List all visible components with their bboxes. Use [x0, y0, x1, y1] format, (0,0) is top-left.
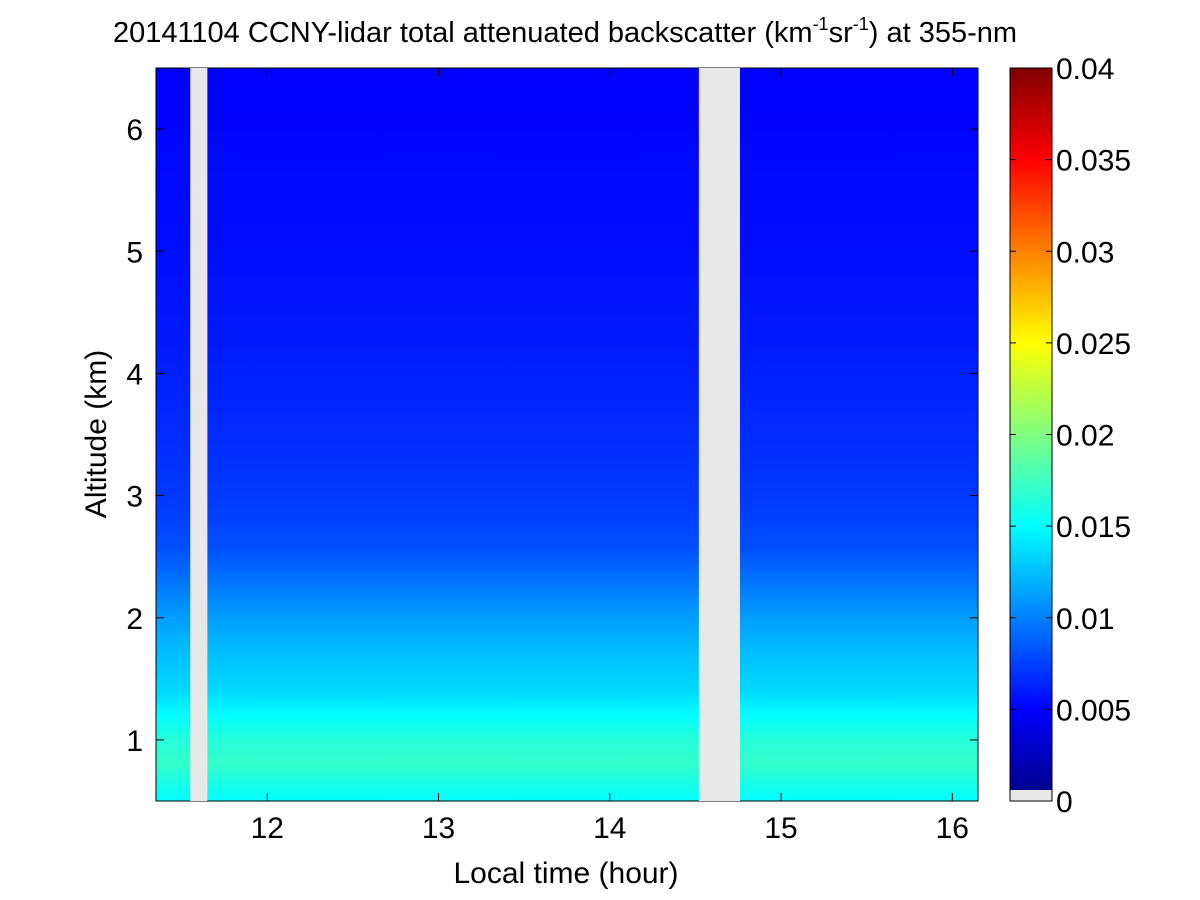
colorbar-tick-label: 0.03 — [1056, 236, 1114, 269]
x-tick-label: 12 — [251, 812, 284, 845]
colorbar-tick-label: 0 — [1056, 786, 1073, 819]
y-tick-label: 5 — [126, 236, 143, 269]
colorbar-tick-label: 0.035 — [1056, 145, 1131, 178]
plot-frame — [155, 67, 979, 802]
y-tick-label: 3 — [126, 481, 143, 514]
colorbar-gradient — [1010, 68, 1052, 801]
colorbar-no-data-swatch — [1010, 790, 1052, 801]
heatmap-field — [156, 68, 978, 801]
colorbar-tick-label: 0.02 — [1056, 420, 1114, 453]
y-tick-label: 4 — [126, 358, 143, 391]
chart-title: 20141104 CCNY-lidar total attenuated bac… — [113, 14, 1017, 49]
colorbar-tick-label: 0.015 — [1056, 511, 1131, 544]
y-axis-label: Altitude (km) — [80, 350, 113, 518]
colorbar-tick-label: 0.01 — [1056, 603, 1114, 636]
x-tick-label: 15 — [764, 812, 797, 845]
colorbar-tick-label: 0.04 — [1056, 53, 1114, 86]
y-tick-label: 6 — [126, 114, 143, 147]
x-tick-label: 14 — [593, 812, 626, 845]
y-axis: 1 2 3 4 5 6 — [126, 114, 978, 758]
no-data-band — [190, 68, 208, 801]
x-axis-label: Local time (hour) — [453, 857, 678, 890]
x-tick-label: 16 — [936, 812, 969, 845]
colorbar: 0 0.005 0.01 0.015 0.02 0.025 0.03 0.035 0.04 — [1009, 53, 1131, 819]
y-tick-label: 2 — [126, 603, 143, 636]
x-axis: 12 13 14 15 16 — [251, 68, 969, 845]
plot-area — [155, 67, 979, 802]
x-tick-label: 13 — [422, 812, 455, 845]
colorbar-tick-label: 0.005 — [1056, 694, 1131, 727]
no-data-bands — [190, 68, 740, 801]
colorbar-tick-label: 0.025 — [1056, 328, 1131, 361]
no-data-band — [698, 68, 740, 801]
y-tick-label: 1 — [126, 725, 143, 758]
